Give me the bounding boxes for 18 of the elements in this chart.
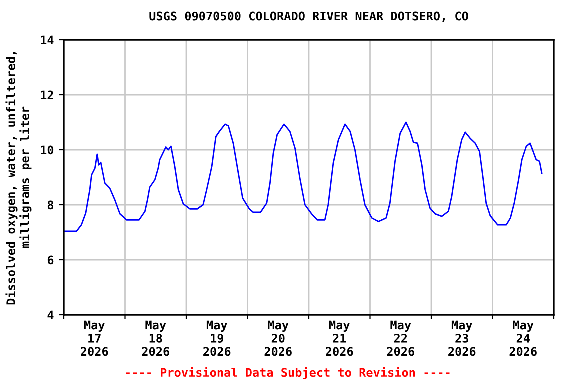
x-tick-label: May 17 2026 [81, 320, 108, 356]
line-series [64, 122, 543, 232]
x-tick-label: May 23 2026 [448, 320, 476, 356]
y-tick-label: 4 [48, 310, 54, 320]
y-tick-label: 8 [48, 200, 54, 210]
x-tick-label: May 19 2026 [204, 320, 231, 356]
y-tick-label: 6 [48, 256, 54, 265]
x-tick-label: May 24 2026 [510, 320, 537, 356]
y-tick-label: 14 [41, 36, 54, 44]
x-tick-label: May 18 2026 [142, 320, 170, 356]
x-tick-label: May 21 2026 [326, 320, 354, 356]
chart-title: USGS 09070500 COLORADO RIVER NEAR DOTSERO, CO [150, 12, 468, 22]
y-tick-label: 12 [41, 90, 54, 100]
y-tick-label: 10 [41, 146, 54, 155]
x-tick-label: May 20 2026 [264, 320, 292, 356]
y-axis-title: Dissolved oxygen, water, unfiltered, milligrams per liter [6, 52, 32, 305]
x-tick-label: May 22 2026 [387, 320, 414, 356]
text: ---- Provisional Data Subject to Revision ---- [126, 367, 450, 380]
